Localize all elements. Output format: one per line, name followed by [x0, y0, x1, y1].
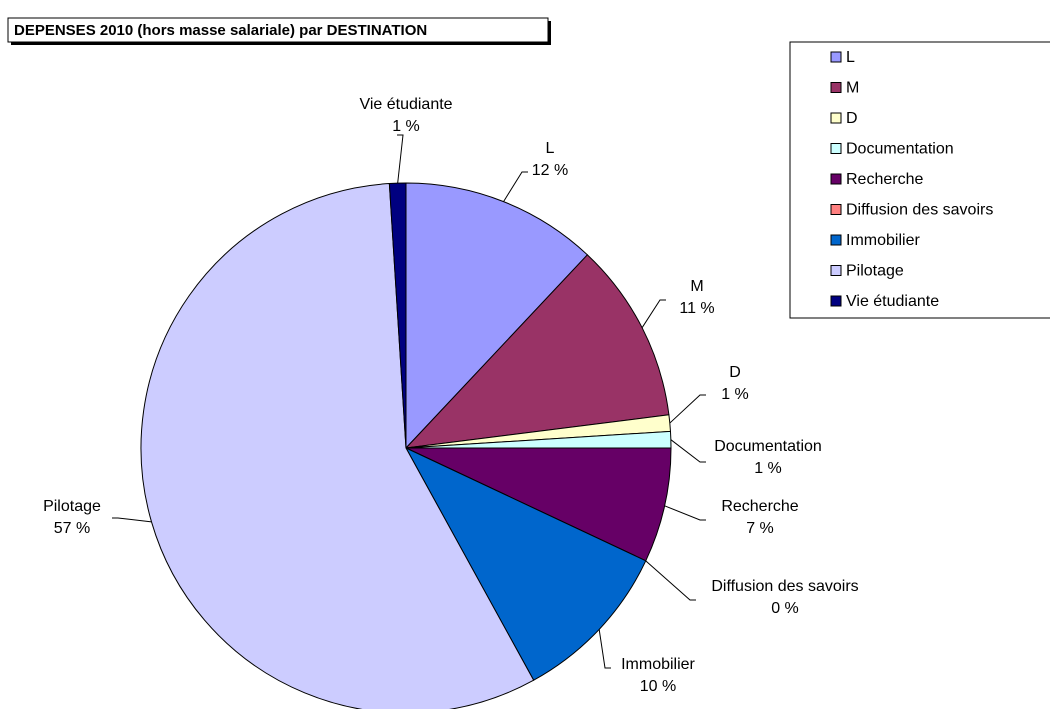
- legend-label: L: [846, 49, 855, 66]
- legend-swatch: [830, 173, 842, 185]
- leader-line: [598, 629, 611, 669]
- slice-value-label: 12 %: [532, 162, 568, 179]
- legend-label: Recherche: [846, 171, 923, 188]
- legend-swatch: [830, 51, 842, 63]
- pie-slice: [405, 447, 672, 562]
- slice-label: Immobilier: [621, 656, 695, 673]
- leader-line: [112, 517, 152, 523]
- legend-swatch: [830, 204, 842, 215]
- slice-label: Documentation: [714, 438, 822, 455]
- slice-value-label: 57 %: [54, 520, 90, 537]
- leader-line: [645, 560, 696, 601]
- slice-label: D: [729, 364, 741, 381]
- legend-label: D: [846, 110, 858, 127]
- pie-slice: [404, 254, 670, 449]
- leader-line: [641, 299, 666, 328]
- slice-value-label: 1 %: [754, 460, 782, 477]
- slice-value-label: 10 %: [640, 678, 676, 695]
- legend-swatch: [830, 82, 842, 93]
- legend-swatch: [830, 295, 842, 307]
- leader-line: [669, 394, 706, 424]
- slice-label: Diffusion des savoirs: [711, 578, 858, 595]
- slice-label: Vie étudiante: [359, 96, 452, 113]
- legend-label: Pilotage: [846, 263, 904, 280]
- slice-label: M: [690, 278, 703, 295]
- pie-slice: [388, 182, 407, 449]
- legend-swatch: [830, 234, 842, 246]
- legend-swatch: [830, 112, 842, 124]
- slice-value-label: 1 %: [721, 386, 749, 403]
- slice-value-label: 7 %: [746, 520, 774, 537]
- slice-label: Recherche: [721, 498, 798, 515]
- legend-label: M: [846, 80, 859, 97]
- legend-label: Vie étudiante: [846, 293, 939, 310]
- leader-line: [670, 439, 706, 463]
- chart-title: DEPENSES 2010 (hors masse salariale) par…: [14, 22, 427, 39]
- leader-line: [664, 505, 706, 521]
- slice-label: L: [546, 140, 555, 157]
- title-box: [7, 17, 549, 43]
- leader-line: [503, 171, 528, 202]
- slice-label: Pilotage: [43, 498, 101, 515]
- legend-label: Documentation: [846, 141, 954, 158]
- slice-value-label: 11 %: [679, 300, 714, 317]
- leader-line: [397, 134, 404, 184]
- legend-swatch: [830, 143, 842, 154]
- pie-slice: [405, 182, 589, 450]
- slice-value-label: 1 %: [392, 118, 420, 135]
- legend-swatch: [830, 265, 842, 276]
- pie-slice: [404, 446, 647, 681]
- slice-value-label: 0 %: [771, 600, 799, 617]
- legend-label: Diffusion des savoirs: [846, 202, 993, 219]
- legend-label: Immobilier: [846, 232, 920, 249]
